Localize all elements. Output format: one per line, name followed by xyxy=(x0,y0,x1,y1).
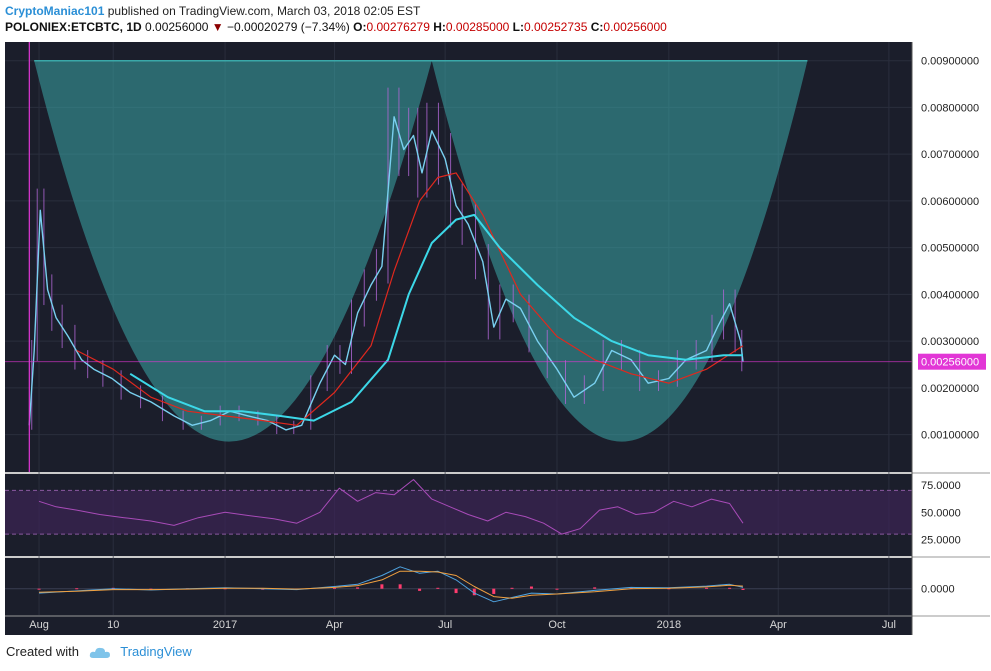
rsi-line xyxy=(38,479,744,535)
y-tick-label: 0.00500000 xyxy=(921,243,979,255)
macd-histogram-bar xyxy=(398,584,402,589)
last-price-label: 0.00256000 xyxy=(921,357,979,369)
low-value: 0.00252735 xyxy=(523,20,588,34)
macd-histogram-bar xyxy=(436,587,440,589)
y-tick-label: 0.00600000 xyxy=(921,196,979,208)
x-tick-label: 2018 xyxy=(657,619,681,631)
macd-histogram-bar xyxy=(75,588,79,590)
tradingview-cloud-icon xyxy=(89,647,110,658)
high-value: 0.00285000 xyxy=(445,20,510,34)
x-tick-label: 10 xyxy=(107,619,119,631)
x-tick-label: Oct xyxy=(548,619,565,631)
macd-histogram-bar xyxy=(332,587,336,589)
macd-histogram-bar xyxy=(380,584,384,589)
macd-histogram-bar xyxy=(454,588,458,594)
macd-histogram-bar xyxy=(472,588,476,596)
y-tick-label: 0.00400000 xyxy=(921,289,979,301)
publish-line: CryptoManiac101 published on TradingView… xyxy=(5,3,985,19)
macd-histogram-bar xyxy=(510,587,514,589)
x-tick-label: Apr xyxy=(326,619,343,631)
x-tick-label: Aug xyxy=(29,619,49,631)
rsi-tick-label: 25.0000 xyxy=(921,535,961,547)
ema-fast-line xyxy=(76,172,744,426)
x-tick-label: Jul xyxy=(438,619,452,631)
symbol-label: POLONIEX:ETCBTC, 1D xyxy=(5,20,142,34)
close-label: C: xyxy=(590,20,604,34)
macd-histogram-bar xyxy=(356,587,360,589)
open-label: O: xyxy=(353,20,367,34)
macd-panel xyxy=(5,558,912,615)
high-label: H: xyxy=(433,20,446,34)
publish-info: published on TradingView.com, March 03, … xyxy=(107,4,421,18)
macd-histogram-bar xyxy=(593,587,597,589)
x-tick-label: 2017 xyxy=(213,619,237,631)
down-arrow-icon: ▼ xyxy=(211,20,224,34)
tradingview-link[interactable]: TradingView xyxy=(120,644,192,659)
macd-histogram-bar xyxy=(418,588,422,591)
macd-signal-line xyxy=(38,570,744,599)
time-axis-bg xyxy=(5,615,912,635)
x-tick-label: Apr xyxy=(770,619,787,631)
macd-histogram-bar xyxy=(629,587,633,589)
last-price: 0.00256000 xyxy=(145,20,209,34)
y-tick-label: 0.00700000 xyxy=(921,149,979,161)
macd-tick-label: 0.0000 xyxy=(921,584,955,596)
macd-histogram-bar xyxy=(37,588,41,590)
y-tick-label: 0.00900000 xyxy=(921,56,979,68)
chart-header: CryptoManiac101 published on TradingView… xyxy=(5,3,985,35)
rsi-tick-label: 50.0000 xyxy=(921,507,961,519)
low-label: L: xyxy=(512,20,524,34)
ema-slow-line xyxy=(129,213,743,422)
y-tick-label: 0.00800000 xyxy=(921,102,979,114)
macd-histogram-bar xyxy=(555,588,559,590)
created-with-label: Created with xyxy=(6,644,79,659)
price-change: −0.00020279 (−7.34%) xyxy=(227,20,350,34)
last-price-label-bg xyxy=(918,353,986,370)
y-tick-label: 0.00100000 xyxy=(921,430,979,442)
close-value: 0.00256000 xyxy=(603,20,667,34)
open-value: 0.00276279 xyxy=(366,20,430,34)
x-tick-label: Jul xyxy=(882,619,896,631)
y-tick-label: 0.00300000 xyxy=(921,336,979,348)
macd-histogram-bar xyxy=(728,587,732,589)
ohlc-line: POLONIEX:ETCBTC, 1D 0.00256000 ▼ −0.0002… xyxy=(5,19,985,35)
macd-histogram-bar xyxy=(741,588,745,591)
price-line xyxy=(28,116,744,431)
rsi-band xyxy=(5,490,912,535)
y-tick-label: 0.00200000 xyxy=(921,383,979,395)
author-link[interactable]: CryptoManiac101 xyxy=(5,4,105,18)
footer: Created with TradingView xyxy=(6,644,192,659)
macd-histogram-bar xyxy=(705,587,709,589)
rsi-tick-label: 75.0000 xyxy=(921,480,961,492)
macd-histogram-bar xyxy=(529,586,533,589)
cup-pattern xyxy=(34,60,808,442)
macd-histogram-bar xyxy=(492,588,496,594)
